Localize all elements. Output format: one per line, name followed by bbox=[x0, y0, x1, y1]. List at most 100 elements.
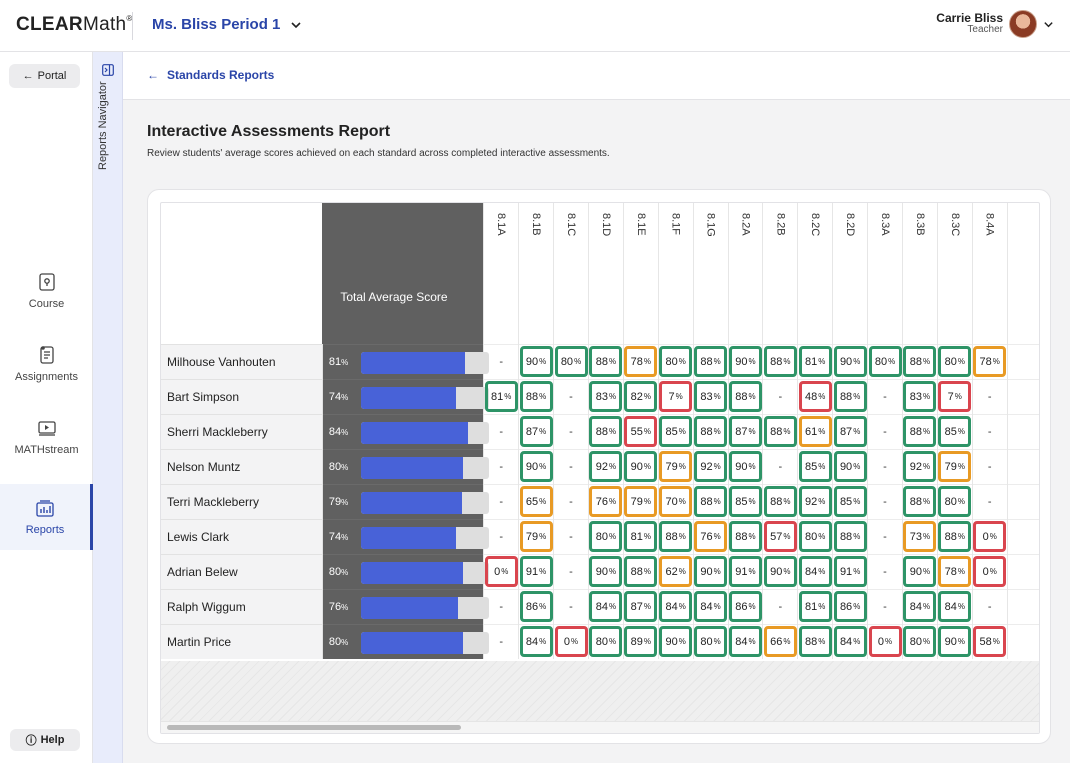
score-chip[interactable]: 89% bbox=[624, 626, 658, 658]
score-chip[interactable]: 90% bbox=[833, 346, 867, 377]
score-chip[interactable]: 84% bbox=[938, 591, 972, 622]
score-chip[interactable]: 80% bbox=[868, 346, 902, 377]
student-name[interactable]: Milhouse Vanhouten bbox=[161, 343, 323, 379]
standard-header[interactable]: 8.1D bbox=[587, 203, 624, 344]
standard-header[interactable]: 8.3A bbox=[867, 203, 903, 344]
score-chip[interactable]: 81% bbox=[798, 346, 832, 377]
score-chip[interactable]: 61% bbox=[798, 416, 832, 447]
score-chip[interactable]: 88% bbox=[694, 416, 728, 447]
score-chip[interactable]: 0% bbox=[973, 556, 1007, 587]
score-chip[interactable]: 84% bbox=[798, 556, 832, 587]
panel-expand-icon[interactable] bbox=[102, 64, 114, 76]
standard-header[interactable]: 8.1E bbox=[622, 203, 659, 344]
score-chip[interactable]: 88% bbox=[763, 416, 797, 447]
score-chip[interactable]: 81% bbox=[798, 591, 832, 622]
score-chip[interactable]: 92% bbox=[798, 486, 832, 517]
score-chip[interactable]: 0% bbox=[868, 626, 902, 658]
score-chip[interactable]: 83% bbox=[903, 381, 937, 412]
standard-header[interactable]: 8.4A bbox=[971, 203, 1008, 344]
student-name[interactable]: Adrian Belew bbox=[161, 553, 323, 589]
student-name[interactable]: Lewis Clark bbox=[161, 518, 323, 554]
score-chip[interactable]: 90% bbox=[519, 451, 553, 482]
score-chip[interactable]: 88% bbox=[694, 346, 728, 377]
score-chip[interactable]: 88% bbox=[659, 521, 693, 552]
student-name[interactable]: Terri Mackleberry bbox=[161, 483, 323, 519]
standard-header[interactable]: 8.2A bbox=[727, 203, 763, 344]
student-name[interactable]: Martin Price bbox=[161, 623, 323, 659]
score-chip[interactable]: 79% bbox=[624, 486, 658, 517]
score-chip[interactable]: 91% bbox=[728, 556, 762, 587]
help-button[interactable]: ⓘ Help bbox=[10, 729, 80, 751]
score-chip[interactable]: 79% bbox=[938, 451, 972, 482]
score-chip[interactable]: 88% bbox=[833, 521, 867, 552]
score-chip[interactable]: 84% bbox=[728, 626, 762, 658]
score-chip[interactable]: 82% bbox=[624, 381, 658, 412]
score-chip[interactable]: 84% bbox=[833, 626, 867, 658]
standard-header[interactable]: 8.1F bbox=[657, 203, 694, 344]
score-chip[interactable]: 80% bbox=[554, 346, 588, 377]
score-chip[interactable]: 88% bbox=[624, 556, 658, 587]
score-chip[interactable]: 86% bbox=[833, 591, 867, 622]
score-chip[interactable]: 84% bbox=[694, 591, 728, 622]
score-chip[interactable]: 58% bbox=[973, 626, 1007, 658]
score-chip[interactable]: 88% bbox=[938, 521, 972, 552]
score-chip[interactable]: 88% bbox=[763, 346, 797, 377]
score-chip[interactable]: 88% bbox=[589, 416, 623, 447]
score-chip[interactable]: 80% bbox=[903, 626, 937, 658]
score-chip[interactable]: 78% bbox=[938, 556, 972, 587]
score-chip[interactable]: 90% bbox=[903, 556, 937, 587]
standard-header[interactable]: 8.2C bbox=[797, 203, 833, 344]
score-chip[interactable]: 92% bbox=[694, 451, 728, 482]
score-chip[interactable]: 90% bbox=[519, 346, 553, 377]
score-chip[interactable]: 87% bbox=[624, 591, 658, 622]
horizontal-scrollbar[interactable] bbox=[161, 721, 1039, 733]
student-name[interactable]: Bart Simpson bbox=[161, 378, 323, 414]
score-chip[interactable]: 90% bbox=[659, 626, 693, 658]
score-chip[interactable]: 78% bbox=[973, 346, 1007, 377]
student-name[interactable]: Nelson Muntz bbox=[161, 448, 323, 484]
score-chip[interactable]: 55% bbox=[624, 416, 658, 447]
student-name[interactable]: Sherri Mackleberry bbox=[161, 413, 323, 449]
score-chip[interactable]: 91% bbox=[833, 556, 867, 587]
score-chip[interactable]: 7% bbox=[659, 381, 693, 412]
score-chip[interactable]: 7% bbox=[938, 381, 972, 412]
score-chip[interactable]: 85% bbox=[833, 486, 867, 517]
score-chip[interactable]: 85% bbox=[659, 416, 693, 447]
standard-header[interactable]: 8.1B bbox=[518, 203, 554, 344]
score-chip[interactable]: 79% bbox=[519, 521, 553, 552]
user-menu[interactable]: Carrie Bliss Teacher bbox=[936, 10, 1054, 38]
score-chip[interactable]: 88% bbox=[694, 486, 728, 517]
score-chip[interactable]: 81% bbox=[624, 521, 658, 552]
score-chip[interactable]: 85% bbox=[938, 416, 972, 447]
score-chip[interactable]: 85% bbox=[798, 451, 832, 482]
score-chip[interactable]: 88% bbox=[833, 381, 867, 412]
score-chip[interactable]: 79% bbox=[659, 451, 693, 482]
score-chip[interactable]: 70% bbox=[659, 486, 693, 517]
standard-header[interactable]: 8.3B bbox=[901, 203, 938, 344]
score-chip[interactable]: 73% bbox=[903, 521, 937, 552]
standard-header[interactable]: 8.2D bbox=[832, 203, 868, 344]
score-chip[interactable]: 80% bbox=[938, 486, 972, 517]
score-chip[interactable]: 88% bbox=[728, 521, 762, 552]
score-chip[interactable]: 91% bbox=[519, 556, 553, 587]
score-chip[interactable]: 90% bbox=[624, 451, 658, 482]
standard-header[interactable]: 8.1C bbox=[553, 203, 589, 344]
score-chip[interactable]: 84% bbox=[659, 591, 693, 622]
score-chip[interactable]: 90% bbox=[728, 346, 762, 377]
score-chip[interactable]: 80% bbox=[938, 346, 972, 377]
score-chip[interactable]: 62% bbox=[659, 556, 693, 587]
score-chip[interactable]: 83% bbox=[694, 381, 728, 412]
score-chip[interactable]: 88% bbox=[589, 346, 623, 377]
score-chip[interactable]: 65% bbox=[519, 486, 553, 517]
score-chip[interactable]: 86% bbox=[728, 591, 762, 622]
score-chip[interactable]: 0% bbox=[973, 521, 1007, 552]
standard-header[interactable]: 8.3C bbox=[936, 203, 973, 344]
score-chip[interactable]: 90% bbox=[728, 451, 762, 482]
score-chip[interactable]: 88% bbox=[903, 346, 937, 377]
score-chip[interactable]: 92% bbox=[903, 451, 937, 482]
score-chip[interactable]: 90% bbox=[763, 556, 797, 587]
score-chip[interactable]: 90% bbox=[694, 556, 728, 587]
nav-item-assignments[interactable]: Assignments bbox=[0, 331, 93, 397]
score-chip[interactable]: 90% bbox=[938, 626, 972, 658]
class-selector[interactable]: Ms. Bliss Period 1 bbox=[152, 16, 302, 33]
